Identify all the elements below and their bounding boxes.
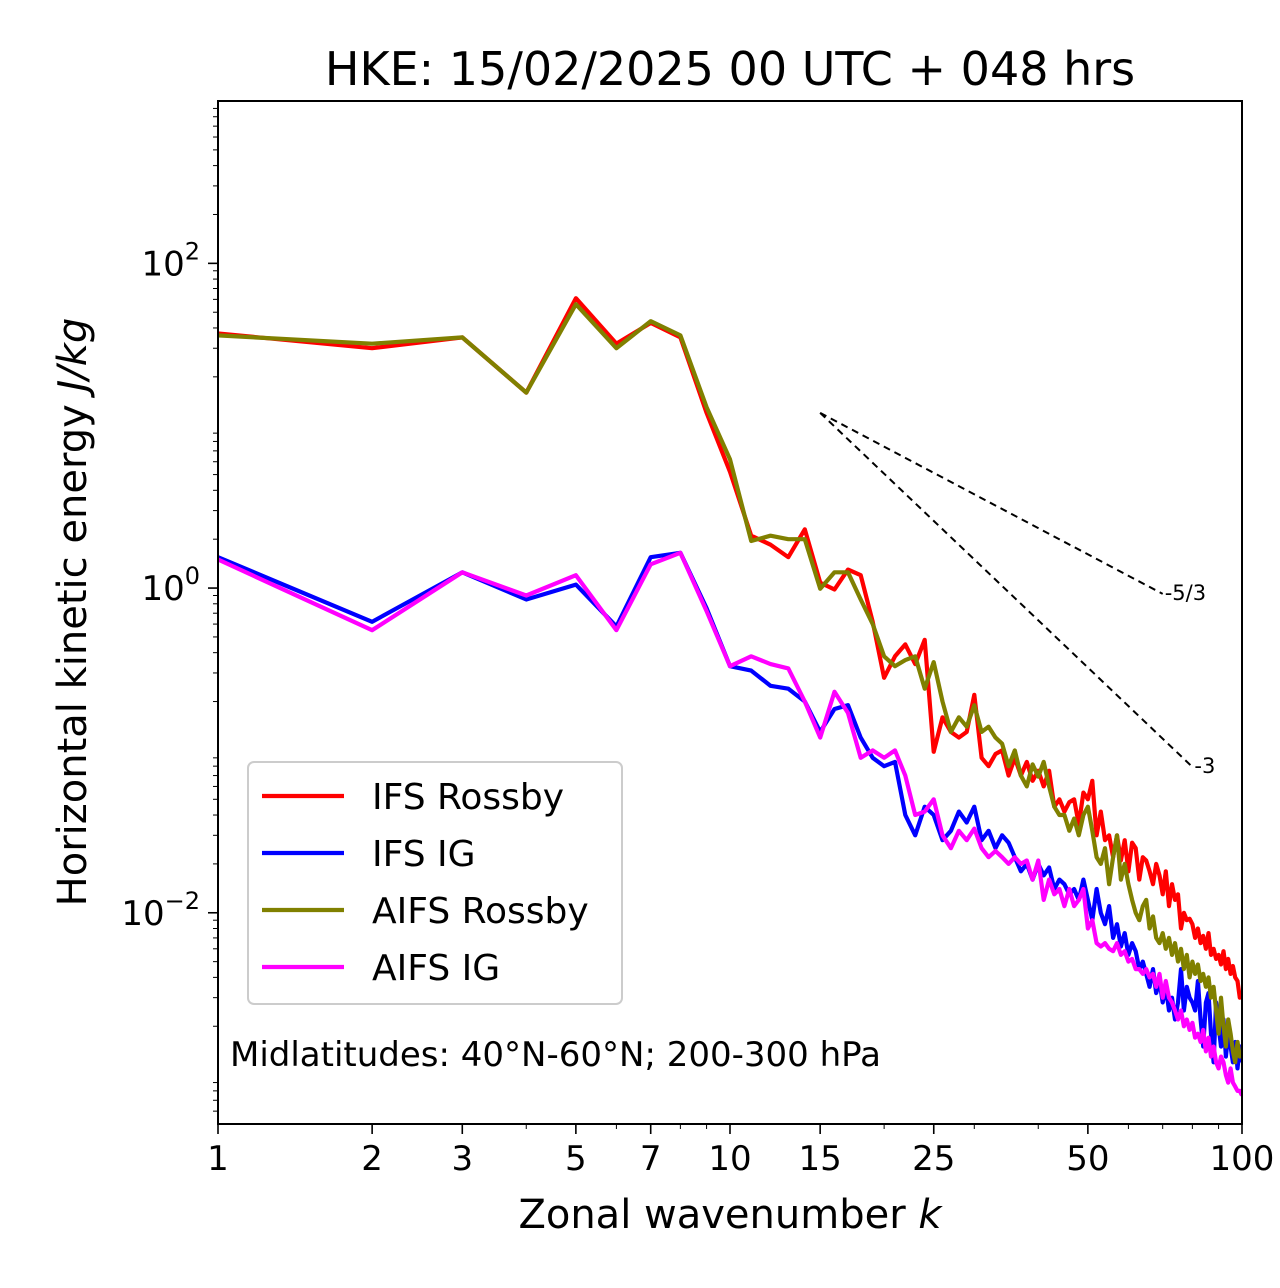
x-tick-label: 100 (1210, 1139, 1275, 1179)
x-tick-label: 7 (640, 1139, 662, 1179)
region-annotation: Midlatitudes: 40°N-60°N; 200-300 hPa (230, 1035, 881, 1075)
legend: IFS Rossby IFS IG AIFS Rossby AIFS IG (247, 761, 623, 1005)
plot-frame (217, 100, 1243, 1125)
x-tick-label: 50 (1066, 1139, 1109, 1179)
x-tick-label: 5 (565, 1139, 587, 1179)
x-tick-label: 1 (207, 1139, 229, 1179)
series-line-ifs-rossby (218, 296, 1242, 1000)
axis-ticks: 1 2 3 5 7 10 15 25 50 100 102 100 10−2 (121, 107, 1275, 1179)
y-tick-label: 10−2 (121, 887, 200, 934)
y-tick-label: 102 (141, 237, 200, 284)
reference-slopes: -5/3 -3 (819, 411, 1215, 778)
legend-label: IFS Rossby (372, 777, 564, 818)
legend-label: AIFS Rossby (372, 891, 589, 932)
series-lines (218, 296, 1242, 1097)
slope-line (819, 412, 1194, 768)
y-tick-label: 100 (141, 562, 200, 609)
slope-line (819, 411, 1164, 595)
slope-label: -5/3 (1165, 581, 1206, 605)
series-line-aifs-ig (218, 550, 1242, 1097)
x-tick-label: 15 (799, 1139, 842, 1179)
legend-label: AIFS IG (372, 948, 500, 989)
slope-label: -3 (1194, 754, 1215, 778)
legend-label: IFS IG (372, 834, 476, 875)
x-tick-label: 25 (912, 1139, 955, 1179)
x-axis-label: Zonal wavenumber k (518, 1192, 943, 1238)
series-line-aifs-rossby (218, 302, 1242, 1065)
y-axis-label: Horizontal kinetic energy J/kg (50, 318, 96, 907)
x-tick-label: 2 (361, 1139, 383, 1179)
legend-box (247, 761, 623, 1005)
chart-title: HKE: 15/02/2025 00 UTC + 048 hrs (325, 42, 1135, 96)
x-tick-label: 10 (708, 1139, 751, 1179)
x-tick-label: 3 (451, 1139, 473, 1179)
